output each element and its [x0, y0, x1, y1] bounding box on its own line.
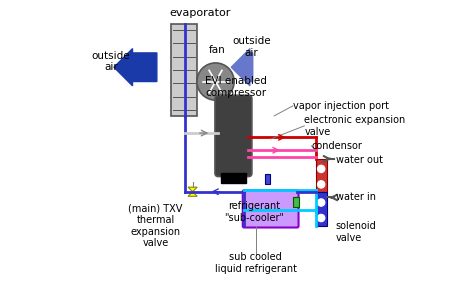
FancyBboxPatch shape	[243, 190, 299, 227]
Text: electronic expansion
valve: electronic expansion valve	[304, 115, 406, 137]
Bar	[265, 174, 271, 184]
Bar	[293, 197, 299, 207]
FancyArrow shape	[231, 49, 253, 86]
Text: condensor: condensor	[311, 141, 362, 151]
Bar	[171, 24, 197, 116]
Text: evaporator: evaporator	[169, 8, 230, 18]
Polygon shape	[188, 192, 197, 196]
Text: (main) TXV
thermal
expansion
valve: (main) TXV thermal expansion valve	[128, 204, 182, 249]
Text: water out: water out	[336, 155, 383, 165]
Text: vapor injection port: vapor injection port	[293, 101, 389, 111]
Text: fan: fan	[209, 45, 225, 55]
Bar	[316, 192, 327, 226]
Text: water in: water in	[336, 192, 376, 203]
Bar	[221, 173, 246, 183]
Text: refrigerant
"sub-cooler": refrigerant "sub-cooler"	[224, 201, 284, 223]
Circle shape	[318, 165, 325, 173]
Text: outside
air: outside air	[232, 36, 271, 58]
Polygon shape	[188, 187, 197, 192]
Circle shape	[318, 181, 325, 188]
Text: EVI enabled
compressor: EVI enabled compressor	[205, 77, 266, 98]
Text: outside
air: outside air	[92, 51, 130, 72]
Circle shape	[318, 214, 325, 222]
Circle shape	[197, 63, 234, 100]
FancyBboxPatch shape	[215, 95, 252, 177]
Bar	[316, 159, 327, 192]
Text: solenoid
valve: solenoid valve	[336, 221, 376, 242]
FancyArrow shape	[114, 49, 157, 86]
Text: sub cooled
liquid refrigerant: sub cooled liquid refrigerant	[215, 253, 297, 274]
Circle shape	[318, 199, 325, 206]
